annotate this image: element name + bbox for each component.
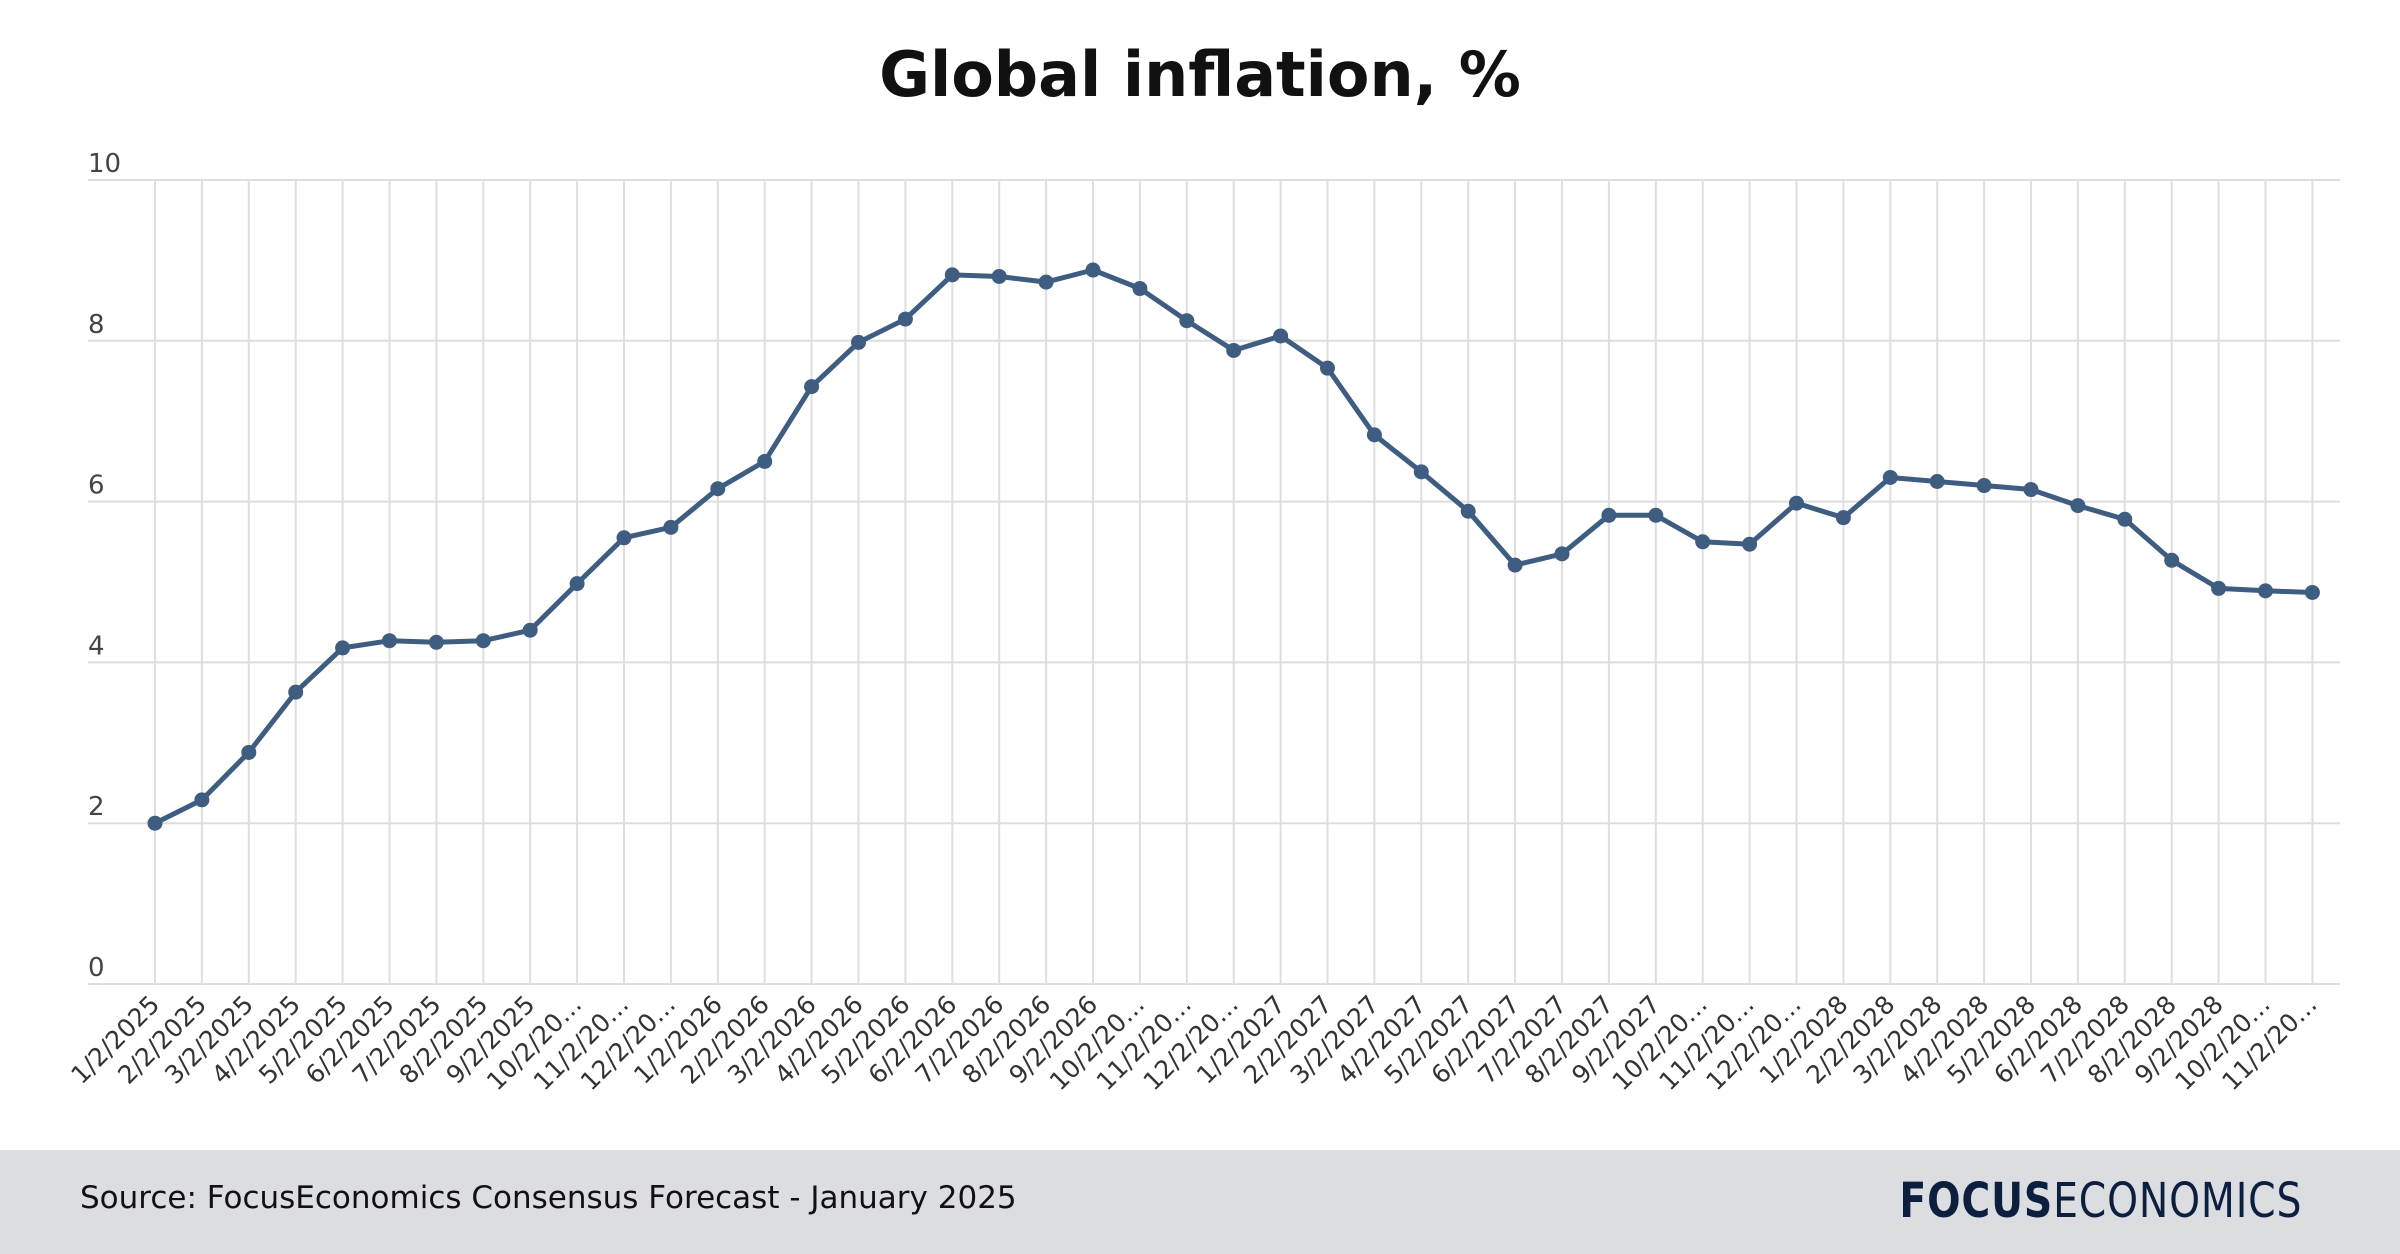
data-point	[2211, 580, 2227, 596]
footer: Source: FocusEconomics Consensus Forecas…	[0, 1150, 2400, 1254]
data-point	[851, 334, 866, 350]
data-point	[522, 622, 538, 638]
data-point	[194, 792, 210, 808]
data-point	[1226, 342, 1242, 358]
data-point	[2117, 511, 2133, 527]
data-point	[663, 519, 679, 535]
data-point	[2070, 498, 2086, 514]
data-point	[382, 633, 397, 649]
line-chart: 0 2 4 6 8 10 1/2/20252/2/20253/2/20254/2/2025…	[65, 149, 2340, 1096]
data-point	[569, 576, 585, 592]
data-point	[757, 453, 773, 469]
y-tick-label: 2	[88, 792, 105, 822]
data-point	[1366, 427, 1382, 443]
data-point	[1413, 464, 1429, 480]
data-point	[335, 640, 351, 656]
data-point	[991, 268, 1007, 284]
y-axis-ticks: 0 2 4 6 8 10	[88, 149, 121, 983]
data-point	[897, 311, 913, 327]
data-point	[1742, 536, 1758, 552]
data-point	[1273, 328, 1289, 344]
data-point	[944, 267, 960, 283]
data-point	[147, 815, 163, 831]
focuseconomics-logo: FOCUSECONOMICS	[1899, 1170, 2302, 1232]
data-point	[804, 379, 820, 395]
data-point	[1554, 546, 1570, 562]
data-point	[1695, 534, 1711, 550]
data-point	[1648, 507, 1664, 523]
data-point	[2304, 584, 2320, 600]
data-point	[1460, 503, 1476, 519]
x-axis-ticks: 1/2/20252/2/20253/2/20254/2/20255/2/2025…	[65, 990, 2322, 1096]
data-point	[1882, 469, 1898, 485]
data-point	[2023, 482, 2039, 498]
data-point	[1320, 360, 1335, 376]
y-tick-label: 6	[88, 471, 105, 501]
data-point	[1085, 262, 1101, 278]
y-tick-label: 8	[88, 310, 105, 340]
data-point	[2164, 552, 2180, 568]
series-points	[147, 262, 2320, 831]
data-point	[1929, 474, 1945, 489]
data-point	[428, 634, 444, 650]
grid-lines	[88, 179, 2340, 985]
y-tick-label: 0	[88, 953, 105, 983]
data-point	[1038, 274, 1054, 290]
logo-bold-text: FOCUS	[1899, 1173, 2053, 1229]
data-point	[616, 530, 632, 546]
data-point	[1976, 478, 1992, 494]
data-point	[1601, 507, 1617, 523]
y-tick-label: 10	[88, 149, 121, 179]
chart-title: Global inflation, %	[879, 38, 1521, 111]
data-point	[475, 633, 491, 649]
data-point	[1789, 495, 1804, 511]
data-point	[1835, 510, 1851, 526]
data-point	[1179, 313, 1195, 329]
data-point	[710, 481, 726, 497]
data-point	[288, 684, 304, 700]
source-note: Source: FocusEconomics Consensus Forecas…	[80, 1180, 1017, 1216]
data-point	[1132, 281, 1148, 297]
data-point	[1507, 557, 1523, 573]
data-point	[241, 744, 257, 760]
y-tick-label: 4	[88, 631, 105, 661]
logo-light-text: ECONOMICS	[2052, 1173, 2302, 1229]
data-point	[2258, 583, 2273, 599]
